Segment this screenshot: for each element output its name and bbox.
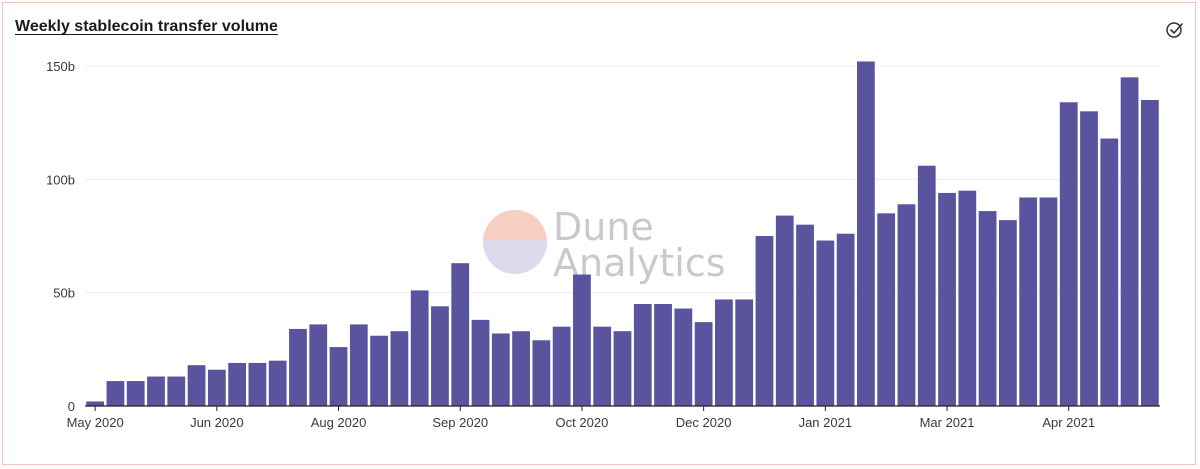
x-tick-label: Oct 2020 — [556, 415, 609, 430]
bar[interactable] — [532, 340, 551, 406]
bar[interactable] — [268, 360, 287, 406]
bar[interactable] — [289, 328, 307, 406]
bar[interactable] — [1039, 197, 1058, 406]
bar[interactable] — [1059, 102, 1078, 407]
watermark-text-dune: Dune — [553, 205, 654, 249]
x-tick-label: Apr 2021 — [1042, 415, 1095, 430]
bar[interactable] — [106, 381, 125, 406]
bar[interactable] — [1140, 100, 1159, 406]
bar[interactable] — [674, 308, 693, 406]
y-tick-label: 100b — [46, 172, 75, 187]
y-tick-label: 150b — [46, 59, 75, 74]
bar[interactable] — [917, 165, 936, 406]
bar[interactable] — [877, 213, 896, 406]
bar[interactable] — [86, 401, 105, 406]
bar[interactable] — [471, 319, 490, 406]
bar[interactable] — [694, 322, 713, 406]
bar[interactable] — [207, 369, 226, 406]
bar[interactable] — [147, 376, 165, 406]
y-axis-ticks: 0 50b 100b 150b — [46, 59, 75, 414]
bar[interactable] — [857, 61, 875, 406]
y-tick-label: 50b — [53, 286, 75, 301]
bar[interactable] — [715, 299, 733, 406]
y-tick-label: 0 — [68, 399, 75, 414]
bar[interactable] — [958, 190, 977, 406]
bar[interactable] — [796, 224, 814, 406]
bars — [86, 61, 1159, 407]
bar[interactable] — [1120, 77, 1139, 406]
bar[interactable] — [410, 290, 429, 406]
bar[interactable] — [775, 215, 794, 406]
bar[interactable] — [167, 376, 186, 406]
x-tick-label: Aug 2020 — [311, 415, 367, 430]
bar[interactable] — [552, 326, 571, 406]
bar[interactable] — [228, 362, 247, 406]
bar[interactable] — [755, 236, 774, 406]
bar[interactable] — [897, 204, 916, 406]
bar[interactable] — [187, 365, 206, 406]
watermark-logo-bottom — [483, 240, 547, 274]
watermark-logo-top — [483, 210, 547, 240]
bar[interactable] — [654, 304, 672, 406]
bar[interactable] — [491, 333, 510, 406]
bar[interactable] — [1100, 138, 1119, 406]
bar[interactable] — [329, 347, 348, 406]
bar[interactable] — [349, 324, 368, 406]
bar[interactable] — [431, 306, 449, 406]
x-tick-label: May 2020 — [67, 415, 124, 430]
dune-analytics-watermark: Dune Analytics — [483, 205, 726, 285]
bar[interactable] — [613, 331, 632, 406]
x-tick-label: Mar 2021 — [920, 415, 975, 430]
bar[interactable] — [451, 263, 470, 406]
x-tick-label: Jan 2021 — [799, 415, 853, 430]
bar[interactable] — [1019, 197, 1038, 406]
bar[interactable] — [978, 211, 997, 406]
bar[interactable] — [309, 324, 328, 406]
x-tick-label: Sep 2020 — [432, 415, 488, 430]
bar[interactable] — [248, 362, 267, 406]
bar[interactable] — [390, 331, 409, 406]
bar[interactable] — [633, 304, 652, 406]
bar[interactable] — [1080, 111, 1098, 406]
bar[interactable] — [593, 326, 612, 406]
bar[interactable] — [998, 220, 1017, 406]
bar[interactable] — [573, 274, 591, 406]
check-circle-icon[interactable] — [1165, 20, 1185, 40]
chart-title[interactable]: Weekly stablecoin transfer volume — [15, 18, 278, 35]
bar[interactable] — [836, 233, 855, 406]
bar[interactable] — [512, 331, 530, 406]
bar[interactable] — [816, 240, 835, 406]
bar[interactable] — [735, 299, 754, 406]
x-tick-label: Dec 2020 — [676, 415, 732, 430]
x-tick-label: Jun 2020 — [190, 415, 244, 430]
bar[interactable] — [126, 381, 145, 406]
bar[interactable] — [938, 192, 956, 406]
bar[interactable] — [370, 335, 388, 406]
x-axis-ticks: May 2020 Jun 2020 Aug 2020 Sep 2020 Oct 2020… — [67, 406, 1095, 430]
